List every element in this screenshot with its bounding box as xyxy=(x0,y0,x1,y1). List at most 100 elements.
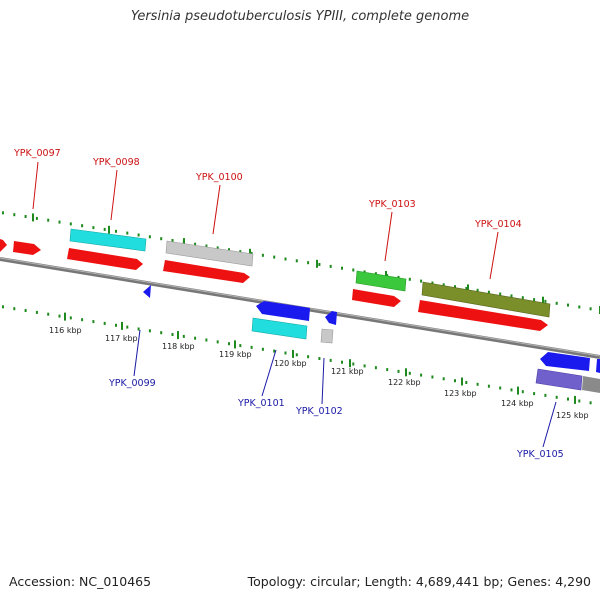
reverse-arrow[interactable] xyxy=(596,359,600,373)
gene-ypk-0103[interactable] xyxy=(355,270,407,292)
minor-tick xyxy=(544,393,547,397)
minor-tick xyxy=(81,224,84,228)
minor-tick xyxy=(58,220,61,224)
minor-tick xyxy=(578,399,581,403)
scale-label: 121 kbp xyxy=(331,367,364,376)
major-tick xyxy=(405,368,407,377)
minor-tick xyxy=(567,397,569,401)
minor-tick xyxy=(420,373,423,377)
gene-ypk-0100[interactable] xyxy=(165,240,254,267)
minor-tick xyxy=(47,218,50,222)
minor-tick xyxy=(397,369,400,373)
cds-arrow[interactable] xyxy=(163,260,250,283)
reverse-arrow[interactable] xyxy=(325,311,337,325)
minor-tick xyxy=(533,298,536,302)
scale-label: 119 kbp xyxy=(219,350,252,359)
scale-label: 120 kbp xyxy=(274,359,307,368)
minor-tick xyxy=(182,334,185,338)
cds-arrow[interactable] xyxy=(67,248,143,270)
minor-tick xyxy=(148,235,151,239)
minor-tick xyxy=(510,388,513,392)
major-tick xyxy=(234,340,236,349)
minor-tick xyxy=(454,379,456,383)
minor-tick xyxy=(408,371,411,375)
minor-tick xyxy=(352,362,355,366)
minor-tick xyxy=(442,283,445,287)
gene-label-ypk-0098: YPK_0098 xyxy=(92,157,140,168)
minor-tick xyxy=(341,360,343,364)
major-tick xyxy=(121,321,123,330)
minor-tick xyxy=(341,266,343,270)
pointer-line xyxy=(32,161,39,210)
minor-tick xyxy=(363,364,366,368)
reverse-arrow[interactable] xyxy=(540,352,590,371)
minor-tick xyxy=(318,357,321,360)
minor-tick xyxy=(24,309,27,312)
genome-summary-text: Topology: circular; Length: 4,689,441 bp… xyxy=(247,574,591,589)
minor-tick xyxy=(126,231,129,235)
reverse-arrow[interactable] xyxy=(256,301,310,321)
minor-tick xyxy=(92,226,95,230)
gene-label-ypk-0105: YPK_0105 xyxy=(516,449,564,460)
minor-tick xyxy=(115,323,117,327)
minor-tick xyxy=(47,312,50,316)
minor-tick xyxy=(487,384,490,388)
major-tick xyxy=(249,248,251,257)
minor-tick xyxy=(465,381,468,384)
gene-ypk-0105[interactable] xyxy=(535,368,583,391)
accession-text: Accession: NC_010465 xyxy=(9,574,152,589)
cds-arrow[interactable] xyxy=(418,300,548,331)
minor-tick xyxy=(555,395,558,399)
minor-tick xyxy=(137,327,140,331)
minor-tick xyxy=(137,233,140,237)
cds-arrow[interactable] xyxy=(13,241,41,255)
minor-tick xyxy=(2,305,4,309)
major-tick xyxy=(64,312,66,321)
gene-ypk-0102[interactable] xyxy=(320,328,334,344)
minor-tick xyxy=(499,386,502,390)
minor-tick xyxy=(250,345,253,349)
pointer-line xyxy=(133,329,141,377)
reverse-arrow[interactable] xyxy=(143,285,151,298)
gene-label-ypk-0100: YPK_0100 xyxy=(195,172,243,183)
minor-tick xyxy=(92,320,95,324)
minor-tick xyxy=(352,268,355,272)
gene-ypk-0105-cont[interactable] xyxy=(582,376,600,393)
minor-tick xyxy=(318,263,321,266)
minor-tick xyxy=(194,242,197,246)
gene-ypk-0104[interactable] xyxy=(421,281,551,318)
cds-arrow[interactable] xyxy=(352,289,401,307)
lower-dotted-track xyxy=(2,305,592,405)
minor-tick xyxy=(103,227,106,231)
minor-tick xyxy=(81,318,84,322)
gene-label-ypk-0102: YPK_0102 xyxy=(295,406,343,417)
gene-ypk-0098[interactable] xyxy=(69,228,147,252)
minor-tick xyxy=(194,336,197,340)
major-tick xyxy=(574,395,576,404)
minor-tick xyxy=(386,274,389,278)
minor-tick xyxy=(216,340,219,344)
minor-tick xyxy=(465,287,468,290)
minor-tick xyxy=(148,329,151,333)
minor-tick xyxy=(476,382,479,386)
minor-tick xyxy=(374,272,377,276)
gene-ypk-0101[interactable] xyxy=(251,317,308,340)
upper-dotted-track xyxy=(2,211,600,314)
minor-tick xyxy=(171,333,174,336)
minor-tick xyxy=(261,253,264,257)
minor-tick xyxy=(13,213,16,217)
minor-tick xyxy=(533,392,536,396)
minor-tick xyxy=(103,321,106,325)
scale-label: 124 kbp xyxy=(501,399,534,408)
scale-label: 116 kbp xyxy=(49,326,82,335)
major-tick xyxy=(316,259,318,268)
scale-label: 118 kbp xyxy=(162,342,195,351)
cds-arrow[interactable] xyxy=(0,239,7,252)
minor-tick xyxy=(454,285,456,289)
minor-tick xyxy=(589,307,592,311)
minor-tick xyxy=(442,377,445,381)
minor-tick xyxy=(13,307,16,311)
minor-tick xyxy=(329,358,332,362)
map-title: Yersinia pseudotuberculosis YPIII, compl… xyxy=(130,9,470,24)
pointer-line xyxy=(212,184,221,235)
